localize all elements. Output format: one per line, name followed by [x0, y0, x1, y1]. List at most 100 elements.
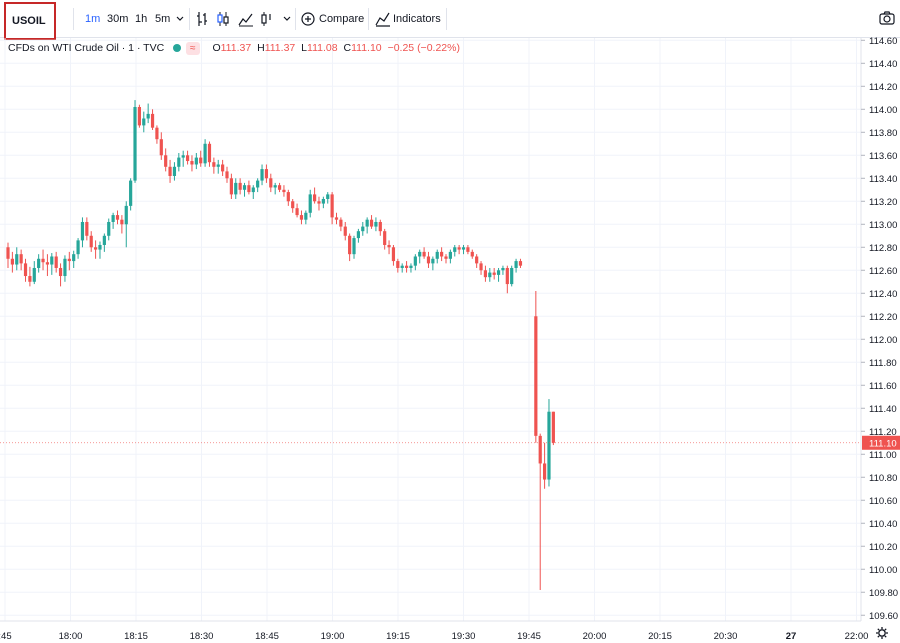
- candle-body: [63, 258, 67, 277]
- candle-body: [76, 240, 80, 255]
- candle-body: [396, 261, 400, 268]
- candle: [168, 159, 172, 183]
- candle: [396, 258, 400, 273]
- interval-5m-button[interactable]: 5m: [155, 13, 171, 25]
- chart-type-icon[interactable]: [261, 11, 273, 27]
- price-tick-label: 113.80: [869, 128, 897, 139]
- candle-body: [466, 247, 470, 252]
- time-tick-label: 19:30: [452, 631, 476, 642]
- candle-body: [470, 251, 474, 257]
- price-tick-label: 111.40: [869, 404, 897, 415]
- top-toolbar: USOIL 1m 30m 1h 5m Compare Indicators: [0, 0, 900, 40]
- candle: [496, 267, 501, 282]
- candle: [120, 215, 124, 234]
- candle: [431, 256, 435, 271]
- candle: [23, 258, 28, 282]
- candle-body: [273, 185, 277, 188]
- candle: [483, 265, 488, 282]
- candle-body: [120, 219, 124, 225]
- camera-icon[interactable]: [879, 11, 895, 25]
- candle-body: [343, 226, 347, 236]
- indicators-icon[interactable]: [375, 11, 391, 27]
- candle: [10, 251, 14, 273]
- candle-body: [15, 254, 19, 265]
- chevron-down-icon[interactable]: [176, 15, 184, 23]
- price-tick-label: 112.40: [869, 289, 897, 300]
- candle-body: [374, 221, 378, 227]
- candle-body: [461, 247, 466, 250]
- chevron-down-icon[interactable]: [283, 15, 291, 23]
- price-tick-label: 113.40: [869, 174, 897, 185]
- candle-body: [391, 247, 396, 262]
- time-tick-label: :45: [0, 631, 12, 642]
- candles-icon[interactable]: [216, 11, 230, 27]
- candle: [190, 155, 194, 172]
- interval-1h-button[interactable]: 1h: [135, 13, 148, 25]
- open-label: O: [212, 42, 221, 54]
- candle: [89, 231, 93, 252]
- candle: [475, 254, 479, 268]
- candle: [422, 247, 426, 259]
- candle-body: [242, 185, 247, 190]
- delayed-badge[interactable]: ≈: [186, 42, 200, 55]
- area-chart-icon[interactable]: [238, 11, 254, 27]
- candle-body: [221, 164, 225, 172]
- candle: [543, 442, 547, 489]
- candle: [400, 263, 404, 273]
- interval-30m-button[interactable]: 30m: [107, 13, 129, 25]
- chart-legend: CFDs on WTI Crude Oil · 1 · TVC ≈ O111.3…: [8, 40, 463, 56]
- candle: [505, 265, 509, 294]
- time-axis[interactable]: :45 18:00 18:15 18:30 18:45 19:00 19:15 19:30 19…: [0, 631, 868, 642]
- candle: [6, 242, 10, 268]
- candle: [216, 159, 220, 174]
- symbol-search-button[interactable]: USOIL: [4, 2, 56, 40]
- candle-body: [286, 192, 290, 202]
- candle: [221, 159, 225, 176]
- high-label: H: [257, 42, 265, 54]
- plus-circle-icon[interactable]: [301, 11, 315, 27]
- indicators-button[interactable]: Indicators: [393, 13, 441, 25]
- gear-icon[interactable]: [876, 627, 888, 639]
- candle: [107, 218, 111, 241]
- candle: [391, 244, 396, 266]
- candle: [501, 265, 505, 275]
- price-axis[interactable]: 114.60 114.40 114.20 114.00 113.80 113.60 113.…: [861, 36, 898, 622]
- candle-body: [330, 194, 334, 218]
- candle-body: [190, 161, 194, 165]
- candle: [172, 162, 177, 181]
- candle-body: [107, 221, 111, 236]
- candle-body: [6, 247, 10, 259]
- candle: [199, 150, 203, 167]
- candle-body: [54, 256, 58, 268]
- time-tick-label: 19:45: [517, 631, 541, 642]
- compare-button[interactable]: Compare: [319, 13, 365, 25]
- candle-body: [85, 221, 89, 236]
- close-value: 111.10: [351, 42, 382, 54]
- candle-body: [457, 247, 461, 250]
- candle-body: [282, 189, 286, 193]
- candle: [146, 103, 150, 124]
- candle: [264, 164, 269, 183]
- candle-body: [50, 256, 54, 265]
- price-tick-label: 112.00: [869, 335, 897, 346]
- time-tick-label: 20:00: [583, 631, 607, 642]
- candle: [15, 247, 19, 271]
- candle: [181, 150, 185, 167]
- candle: [295, 203, 299, 218]
- interval-1m-button[interactable]: 1m: [85, 13, 101, 25]
- time-tick-label: 18:00: [59, 631, 83, 642]
- bar-style-icon[interactable]: [196, 11, 208, 27]
- candle-body: [133, 106, 137, 181]
- candle: [547, 399, 551, 487]
- time-tick-label: 20:30: [714, 631, 738, 642]
- candle-body: [440, 251, 444, 257]
- change-value: −0.25 (−0.22%): [387, 42, 460, 54]
- candle: [94, 240, 98, 259]
- candle-body: [514, 261, 518, 268]
- candle: [326, 192, 330, 204]
- candle-body: [94, 247, 98, 250]
- candle-body: [194, 157, 198, 165]
- candle-body: [317, 201, 321, 204]
- candle-body: [164, 155, 168, 167]
